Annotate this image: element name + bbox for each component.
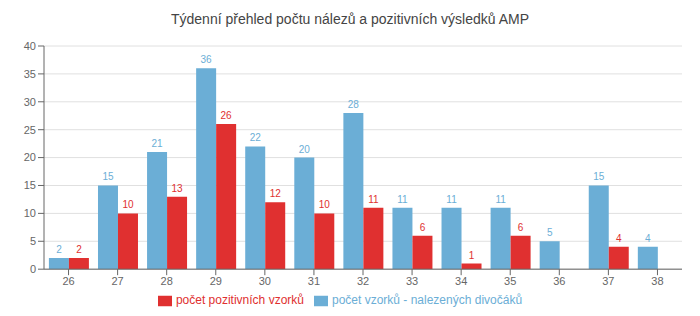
svg-text:36: 36 [201,54,213,65]
svg-text:12: 12 [270,188,282,199]
svg-text:6: 6 [420,222,426,233]
svg-text:1: 1 [469,250,475,261]
svg-text:38: 38 [651,275,663,287]
svg-text:11: 11 [397,194,408,205]
svg-text:6: 6 [518,222,524,233]
svg-text:35: 35 [24,68,36,80]
svg-text:15: 15 [102,171,114,182]
svg-text:37: 37 [602,275,614,287]
svg-text:22: 22 [250,132,262,143]
svg-text:5: 5 [30,235,36,247]
svg-text:26: 26 [221,110,233,121]
svg-text:33: 33 [406,275,418,287]
svg-text:4: 4 [616,233,622,244]
svg-text:29: 29 [210,275,222,287]
svg-text:15: 15 [24,179,36,191]
svg-text:28: 28 [348,99,360,110]
html-text:Týdenní přehled počtu nálezů a: Týdenní přehled počtu nálezů a pozitivní… [171,11,529,27]
svg-text:27: 27 [111,275,123,287]
svg-text:10: 10 [319,199,331,210]
svg-text:0: 0 [30,263,36,275]
svg-text:13: 13 [171,183,183,194]
svg-text:4: 4 [645,233,651,244]
svg-text:2: 2 [56,244,62,255]
svg-text:10: 10 [122,199,134,210]
svg-text:34: 34 [455,275,467,287]
svg-text:35: 35 [504,275,516,287]
svg-text:11: 11 [446,194,457,205]
svg-text:30: 30 [259,275,271,287]
svg-text:20: 20 [24,151,36,163]
svg-text:11: 11 [368,194,379,205]
svg-text:2: 2 [76,244,82,255]
svg-text:10: 10 [24,207,36,219]
svg-text:20: 20 [299,144,311,155]
svg-text:25: 25 [24,124,36,136]
svg-text:36: 36 [553,275,565,287]
svg-text:21: 21 [151,138,163,149]
svg-text:31: 31 [308,275,320,287]
svg-text:26: 26 [62,275,74,287]
svg-text:15: 15 [593,171,605,182]
html-text:počet vzorků - nalezených divo: počet vzorků - nalezených divočáků [332,293,523,308]
svg-text:32: 32 [357,275,369,287]
svg-text:11: 11 [495,194,506,205]
svg-text:28: 28 [161,275,173,287]
svg-text:40: 40 [24,40,36,52]
svg-text:30: 30 [24,96,36,108]
svg-text:5: 5 [547,227,553,238]
html-text:počet pozitivních vzorků: počet pozitivních vzorků [175,293,304,308]
